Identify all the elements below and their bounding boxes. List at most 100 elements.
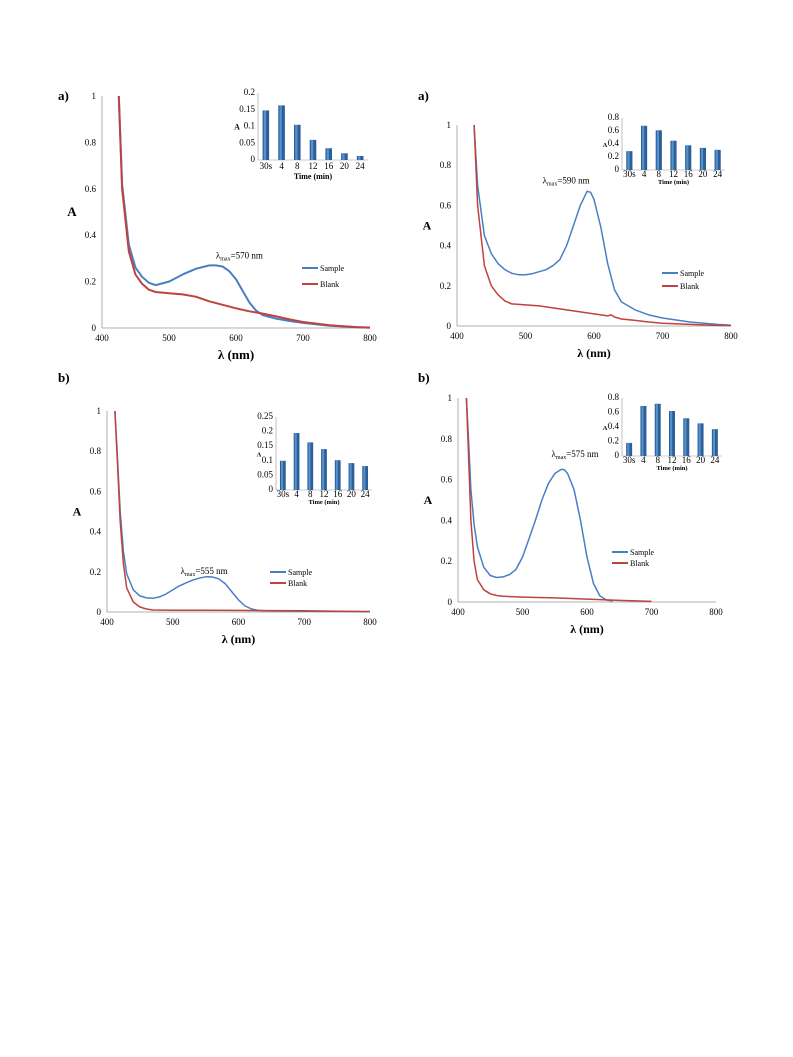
y-tick-label: 0.4 xyxy=(441,515,453,525)
inset-x-tick-label: 30s xyxy=(623,169,636,179)
inset-x-axis-title: Time (min) xyxy=(308,499,339,506)
y-tick-label: 0.8 xyxy=(441,434,453,444)
inset-y-tick-label: 0.2 xyxy=(608,151,619,161)
inset-x-axis-title: Time (min) xyxy=(656,465,687,472)
inset-x-tick-label: 24 xyxy=(356,161,366,171)
inset-x-axis-title: Time (min) xyxy=(658,179,689,186)
panel-label: b) xyxy=(418,370,430,385)
inset-x-tick-label: 24 xyxy=(713,169,723,179)
x-tick-label: 500 xyxy=(166,617,180,627)
y-axis-title: A xyxy=(67,204,77,219)
y-axis-title: A xyxy=(423,219,432,233)
inset-x-tick-label: 12 xyxy=(320,489,329,499)
inset-x-tick-label: 20 xyxy=(340,161,350,171)
inset-x-tick-label: 12 xyxy=(668,455,677,465)
y-tick-label: 0.2 xyxy=(90,567,101,577)
inset-bar-highlight xyxy=(686,145,689,170)
inset-bar-highlight xyxy=(322,449,325,490)
inset-bar-highlight xyxy=(363,466,366,490)
inset-bar-highlight xyxy=(627,442,630,456)
inset-bar-highlight xyxy=(656,130,659,170)
lambda-subscript: max xyxy=(185,572,195,578)
inset-x-tick-label: 16 xyxy=(682,455,692,465)
x-axis-title: λ (nm) xyxy=(570,622,604,636)
series-line-blank xyxy=(465,397,652,603)
inset-bar-highlight xyxy=(715,149,718,170)
inset-x-tick-label: 4 xyxy=(641,455,646,465)
inset-bar-highlight xyxy=(308,442,311,490)
x-axis-title: λ (nm) xyxy=(577,346,611,360)
y-tick-label: 0.4 xyxy=(440,241,452,251)
x-axis-title: λ (nm) xyxy=(218,347,254,362)
x-tick-label: 600 xyxy=(229,333,243,343)
inset-bar-highlight xyxy=(279,105,282,160)
y-tick-label: 0.8 xyxy=(440,160,452,170)
inset-bar-chart: 0 0.05 0.1 0.15 0.2 0.25 30s 4 8 12 16 20 24 Time (mi… xyxy=(257,411,372,506)
x-tick-label: 400 xyxy=(100,617,114,627)
inset-x-tick-label: 20 xyxy=(698,169,708,179)
panel-label: a) xyxy=(58,88,69,103)
inset-bar-highlight xyxy=(358,155,361,160)
inset-y-tick-label: 0.4 xyxy=(608,138,620,148)
x-tick-label: 600 xyxy=(232,617,246,627)
inset-y-tick-label: 0 xyxy=(251,154,256,164)
inset-y-tick-label: 0.25 xyxy=(257,411,273,421)
y-tick-label: 0 xyxy=(448,597,453,607)
legend-label: Sample xyxy=(288,568,312,577)
y-tick-label: 0.2 xyxy=(441,556,452,566)
y-tick-label: 1 xyxy=(92,91,97,101)
inset-bar-highlight xyxy=(326,148,329,160)
y-tick-label: 1 xyxy=(448,393,453,403)
y-tick-label: 0 xyxy=(92,323,97,333)
inset-x-tick-label: 4 xyxy=(279,161,284,171)
inset-bar-chart: 0 0.2 0.4 0.6 0.8 30s 4 8 12 16 20 24 Time (min) A xyxy=(603,392,722,472)
legend-label: Blank xyxy=(680,282,699,291)
inset-x-tick-label: 16 xyxy=(684,169,694,179)
x-tick-label: 600 xyxy=(580,607,594,617)
y-tick-label: 0.8 xyxy=(90,446,102,456)
legend-label: Blank xyxy=(288,579,307,588)
inset-y-tick-label: 0 xyxy=(615,450,620,460)
inset-y-tick-label: 0.2 xyxy=(244,87,255,97)
legend-label: Sample xyxy=(320,264,344,273)
x-tick-label: 600 xyxy=(587,331,601,341)
series-line-sample xyxy=(473,124,732,326)
inset-y-tick-label: 0.05 xyxy=(257,469,273,479)
inset-bar-highlight xyxy=(698,423,701,456)
inset-bar-chart: 0 0.2 0.4 0.6 0.8 30s 4 8 12 16 20 24 Time (min) A xyxy=(603,112,725,186)
inset-bar-highlight xyxy=(642,125,645,170)
inset-y-tick-label: 0.2 xyxy=(608,436,619,446)
y-tick-label: 0.4 xyxy=(85,230,97,240)
inset-bar-highlight xyxy=(294,433,297,490)
x-tick-label: 500 xyxy=(516,607,530,617)
inset-x-tick-label: 8 xyxy=(295,161,300,171)
x-tick-label: 800 xyxy=(363,617,377,627)
inset-bar-highlight xyxy=(349,463,352,490)
x-tick-label: 800 xyxy=(724,331,738,341)
legend-label: Blank xyxy=(630,559,649,568)
inset-bar-highlight xyxy=(671,140,674,170)
y-tick-label: 0.6 xyxy=(441,475,453,485)
inset-y-tick-label: 0.2 xyxy=(262,426,273,436)
inset-x-tick-label: 30s xyxy=(623,455,636,465)
lambda-value: =555 nm xyxy=(195,566,227,576)
inset-bar-highlight xyxy=(281,460,284,490)
inset-y-tick-label: 0.15 xyxy=(239,104,255,114)
x-tick-label: 400 xyxy=(95,333,109,343)
inset-bar-highlight xyxy=(310,139,314,160)
inset-y-tick-label: 0.8 xyxy=(608,112,620,122)
y-tick-label: 0.6 xyxy=(85,184,97,194)
lambda-value: =575 nm xyxy=(566,449,598,459)
legend-label: Sample xyxy=(680,269,704,278)
inset-x-tick-label: 4 xyxy=(642,169,647,179)
lambda-subscript: max xyxy=(220,256,230,262)
x-tick-label: 400 xyxy=(451,607,465,617)
inset-x-tick-label: 8 xyxy=(657,169,662,179)
inset-y-tick-label: 0 xyxy=(269,484,274,494)
inset-bar-highlight xyxy=(335,460,338,490)
inset-bar-highlight xyxy=(700,147,704,170)
inset-bar-highlight xyxy=(670,411,673,456)
panel-label: b) xyxy=(58,370,70,385)
inset-y-tick-label: 0.1 xyxy=(262,455,273,465)
inset-bar-highlight xyxy=(684,418,687,456)
